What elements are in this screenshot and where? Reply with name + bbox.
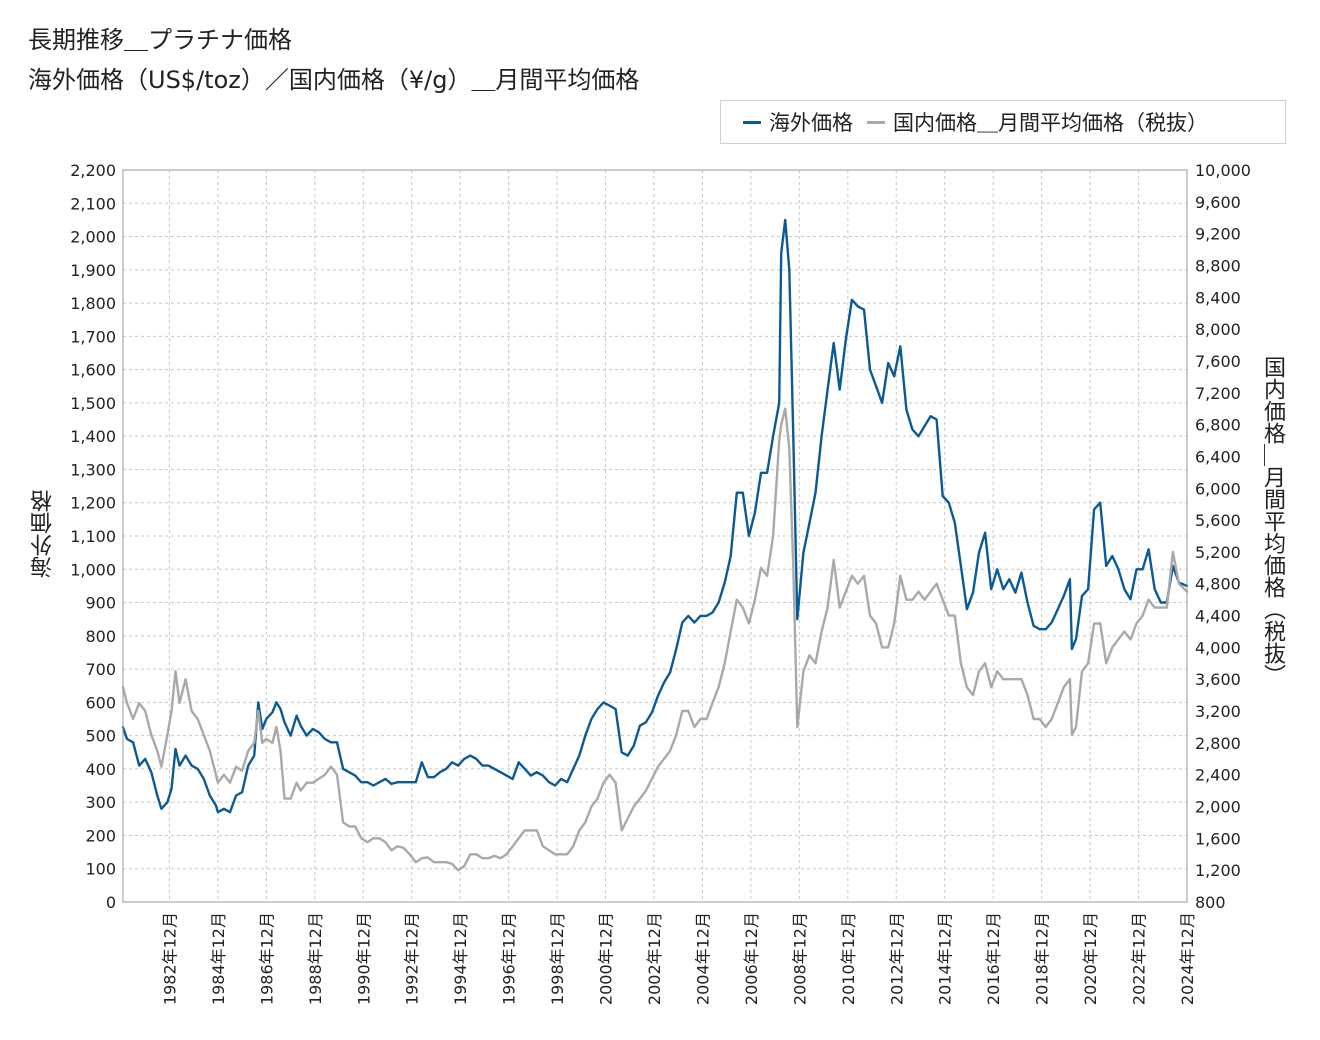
x-tick-label: 2024年12月 — [1178, 912, 1197, 1005]
x-tick-label: 1982年12月 — [160, 912, 179, 1005]
y-left-tick-label: 0 — [106, 893, 116, 912]
y-left-tick-label: 1,000 — [70, 560, 116, 579]
y-left-tick-label: 900 — [85, 594, 116, 613]
y-left-tick-label: 1,500 — [70, 394, 116, 413]
x-tick-label: 1994年12月 — [451, 912, 470, 1005]
x-tick-label: 2010年12月 — [839, 912, 858, 1005]
y-left-tick-label: 400 — [85, 760, 116, 779]
series-line-domestic — [121, 407, 1189, 872]
x-tick-label: 2006年12月 — [742, 912, 761, 1005]
x-tick-label: 2018年12月 — [1033, 912, 1052, 1005]
y-right-tick-label: 8,400 — [1195, 288, 1241, 307]
legend-item-domestic: 国内価格＿月間平均価格（税抜） — [867, 107, 1208, 137]
y-right-tick-label: 5,600 — [1195, 511, 1241, 530]
y-axis-left-title: 海外価格 — [31, 490, 56, 578]
x-tick-label: 2016年12月 — [984, 912, 1003, 1005]
y-right-tick-label: 4,400 — [1195, 607, 1241, 626]
y-left-tick-label: 1,600 — [70, 361, 116, 380]
plot-area — [122, 169, 1188, 903]
x-tick-label: 2012年12月 — [887, 912, 906, 1005]
y-right-tick-label: 9,600 — [1195, 193, 1241, 212]
y-left-tick-label: 800 — [85, 627, 116, 646]
y-right-tick-label: 1,600 — [1195, 829, 1241, 848]
y-right-tick-label: 800 — [1195, 893, 1226, 912]
y-right-tick-label: 10,000 — [1195, 161, 1251, 180]
y-right-tick-label: 5,200 — [1195, 543, 1241, 562]
y-left-tick-label: 600 — [85, 693, 116, 712]
series-line-overseas — [121, 218, 1189, 814]
y-right-tick-label: 2,000 — [1195, 798, 1241, 817]
y-left-tick-label: 1,700 — [70, 327, 116, 346]
y-right-tick-label: 4,000 — [1195, 638, 1241, 657]
legend-swatch-domestic — [867, 120, 885, 124]
x-tick-label: 1998年12月 — [548, 912, 567, 1005]
y-left-tick-label: 1,900 — [70, 261, 116, 280]
y-right-tick-label: 3,600 — [1195, 670, 1241, 689]
y-right-tick-label: 4,800 — [1195, 575, 1241, 594]
y-right-tick-label: 1,200 — [1195, 861, 1241, 880]
legend-item-overseas: 海外価格 — [743, 107, 853, 137]
y-left-tick-label: 2,100 — [70, 194, 116, 213]
legend-label-domestic: 国内価格＿月間平均価格（税抜） — [893, 111, 1208, 135]
y-right-tick-label: 7,600 — [1195, 352, 1241, 371]
y-axis-right-title: 国内価格＿月間平均価格（税抜） — [1260, 356, 1285, 686]
chart-subtitle: 海外価格（US$/toz）／国内価格（¥/g）＿月間平均価格 — [28, 66, 640, 94]
x-tick-label: 2004年12月 — [693, 912, 712, 1005]
y-right-tick-label: 6,000 — [1195, 479, 1241, 498]
y-left-tick-label: 1,100 — [70, 527, 116, 546]
legend-label-overseas: 海外価格 — [769, 111, 853, 135]
chart-title: 長期推移＿プラチナ価格 — [28, 26, 292, 54]
y-left-tick-label: 1,300 — [70, 460, 116, 479]
y-left-tick-label: 200 — [85, 826, 116, 845]
x-tick-label: 1986年12月 — [257, 912, 276, 1005]
y-right-tick-label: 6,800 — [1195, 416, 1241, 435]
y-left-tick-label: 700 — [85, 660, 116, 679]
y-right-tick-label: 6,400 — [1195, 447, 1241, 466]
x-tick-label: 2022年12月 — [1130, 912, 1149, 1005]
y-right-tick-label: 2,400 — [1195, 766, 1241, 785]
y-right-tick-label: 2,800 — [1195, 734, 1241, 753]
x-tick-label: 1988年12月 — [306, 912, 325, 1005]
y-left-tick-label: 2,200 — [70, 161, 116, 180]
plot-border — [122, 169, 1188, 903]
y-left-tick-label: 300 — [85, 793, 116, 812]
y-left-tick-label: 1,400 — [70, 427, 116, 446]
x-tick-label: 2020年12月 — [1081, 912, 1100, 1005]
y-left-tick-label: 2,000 — [70, 228, 116, 247]
y-left-tick-label: 1,800 — [70, 294, 116, 313]
x-tick-label: 1992年12月 — [403, 912, 422, 1005]
y-right-tick-label: 3,200 — [1195, 702, 1241, 721]
x-tick-label: 2000年12月 — [597, 912, 616, 1005]
y-right-tick-label: 7,200 — [1195, 384, 1241, 403]
x-tick-label: 2008年12月 — [790, 912, 809, 1005]
y-left-tick-label: 1,200 — [70, 494, 116, 513]
x-tick-label: 2002年12月 — [645, 912, 664, 1005]
y-left-tick-label: 100 — [85, 860, 116, 879]
x-tick-label: 1990年12月 — [354, 912, 373, 1005]
y-right-tick-label: 8,000 — [1195, 320, 1241, 339]
legend: 海外価格 国内価格＿月間平均価格（税抜） — [720, 100, 1286, 144]
y-right-tick-label: 9,200 — [1195, 225, 1241, 244]
y-left-tick-label: 500 — [85, 727, 116, 746]
x-tick-label: 1984年12月 — [209, 912, 228, 1005]
x-tick-label: 1996年12月 — [500, 912, 519, 1005]
y-right-tick-label: 8,800 — [1195, 256, 1241, 275]
legend-swatch-overseas — [743, 120, 761, 124]
x-tick-label: 2014年12月 — [936, 912, 955, 1005]
